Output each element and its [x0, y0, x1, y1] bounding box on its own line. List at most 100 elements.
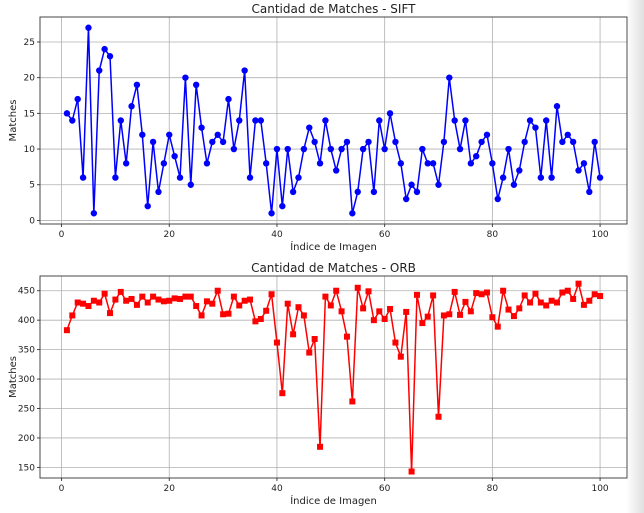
sift-chart-data-point [343, 138, 351, 146]
orb-chart-data-point [144, 299, 151, 306]
sift-chart-data-point [209, 138, 216, 146]
sift-chart-data-point [338, 145, 345, 153]
orb-chart-series-line [66, 282, 601, 473]
orb-chart-data-point [155, 296, 162, 303]
orb-chart-data-point [440, 312, 447, 319]
orb-chart-data-point [117, 288, 124, 295]
orb-chart-data-point [370, 317, 377, 324]
orb-chart-data-point [413, 291, 420, 298]
sift-chart-data-point [413, 188, 421, 196]
orb-chart-data-point [467, 308, 474, 315]
orb-chart-data-point [462, 298, 469, 305]
sift-chart-xlabel: Índice de Imagen [290, 240, 377, 253]
sift-chart: Cantidad de Matches - SIFT Índice de Ima… [8, 2, 628, 253]
orb-chart-series [63, 280, 604, 475]
sift-chart-ytick-label: 20 [24, 74, 36, 84]
orb-chart-data-point [150, 293, 157, 300]
sift-chart-data-point [456, 145, 464, 153]
orb-chart-xtick-label: 60 [379, 484, 391, 494]
sift-chart-data-point [139, 131, 146, 138]
sift-chart-data-point [192, 81, 200, 89]
sift-chart-data-point [332, 167, 340, 174]
sift-chart-grid [40, 17, 627, 224]
sift-chart-title: Cantidad de Matches - SIFT [252, 2, 417, 16]
sift-chart-data-point [591, 138, 598, 146]
orb-chart-data-point [101, 290, 108, 297]
sift-chart-data-point [225, 95, 232, 103]
sift-chart-xtick-label: 20 [164, 230, 176, 240]
orb-chart-data-point [392, 339, 399, 346]
sift-chart-data-point [419, 145, 426, 153]
orb-chart-data-point [403, 308, 410, 315]
orb-chart-data-point [553, 299, 560, 306]
sift-chart-data-point [79, 174, 87, 181]
orb-chart-data-point [69, 312, 76, 319]
sift-chart-data-point [499, 174, 507, 181]
orb-chart-xtick-label: 20 [164, 484, 176, 494]
sift-chart-data-point [586, 188, 593, 196]
sift-chart-data-point [370, 188, 378, 196]
sift-chart-data-point [176, 174, 184, 181]
orb-chart-data-point [300, 312, 307, 319]
orb-chart-data-point [489, 314, 496, 321]
orb-chart-data-point [311, 336, 318, 343]
orb-chart-data-point [570, 295, 577, 302]
orb-chart-xtick-label: 100 [591, 484, 608, 494]
sift-chart-ytick-label: 25 [24, 38, 35, 48]
orb-chart-data-point [559, 289, 566, 296]
orb-chart-data-point [354, 284, 361, 291]
orb-chart-data-point [521, 292, 528, 299]
orb-chart-ytick-label: 350 [18, 346, 35, 356]
sift-chart-data-point [241, 67, 248, 74]
orb-chart-ytick-label: 250 [18, 405, 35, 415]
orb-chart-data-point [424, 313, 431, 320]
orb-chart-ticks: 0 20 40 60 80 100 150 200 250 300 350 400 450 [18, 287, 609, 494]
sift-chart-plot-area [39, 16, 628, 225]
orb-chart-data-point [187, 293, 194, 300]
orb-chart-data-point [182, 293, 189, 300]
sift-chart-data-point [467, 160, 475, 167]
orb-chart-data-point [327, 302, 334, 309]
orb-chart-data-point [193, 303, 200, 310]
orb-chart-xtick-label: 0 [59, 484, 65, 494]
sift-chart-data-point [284, 145, 291, 153]
sift-chart-data-point [408, 181, 415, 188]
sift-chart-data-point [279, 202, 286, 210]
orb-chart-data-point [171, 295, 178, 302]
sift-chart-series-line [66, 26, 601, 215]
sift-chart-ytick-label: 5 [29, 181, 35, 191]
orb-chart-data-point [177, 295, 184, 302]
orb-chart-data-point [160, 298, 167, 305]
sift-chart-data-point [440, 138, 448, 146]
orb-chart-data-point [408, 468, 415, 475]
sift-chart-data-point [446, 74, 453, 81]
sift-chart-data-point [564, 131, 571, 138]
orb-chart-data-point [74, 299, 81, 306]
sift-chart-data-point [516, 167, 523, 174]
window-edge-shadow [626, 0, 644, 513]
sift-chart-data-point [327, 145, 335, 153]
sift-chart-data-point [96, 67, 103, 74]
sift-chart-data-point [246, 174, 254, 181]
orb-chart-data-point [494, 323, 501, 330]
orb-chart-data-point [306, 349, 313, 356]
sift-chart-data-point [203, 160, 211, 167]
sift-chart-data-point [262, 160, 270, 167]
orb-chart-ylabel: Matches [8, 356, 19, 398]
orb-chart-data-point [284, 300, 291, 307]
orb-chart-data-point [430, 292, 437, 299]
sift-chart-ticks: 0 20 40 60 80 100 0 5 10 15 20 25 [24, 38, 609, 240]
sift-chart-data-point [365, 138, 372, 146]
sift-chart-series [63, 24, 604, 217]
orb-chart-data-point [128, 295, 135, 302]
orb-chart-data-point [112, 296, 119, 303]
sift-chart-data-point [144, 202, 151, 210]
sift-chart-ylabel: Matches [8, 100, 19, 142]
orb-chart-data-point [63, 327, 70, 334]
orb-chart-data-point [505, 306, 512, 313]
orb-chart-data-point [360, 305, 367, 312]
orb-chart-data-point [419, 320, 426, 327]
orb-chart-xtick-label: 80 [487, 484, 499, 494]
sift-chart-xtick-label: 100 [591, 230, 608, 240]
